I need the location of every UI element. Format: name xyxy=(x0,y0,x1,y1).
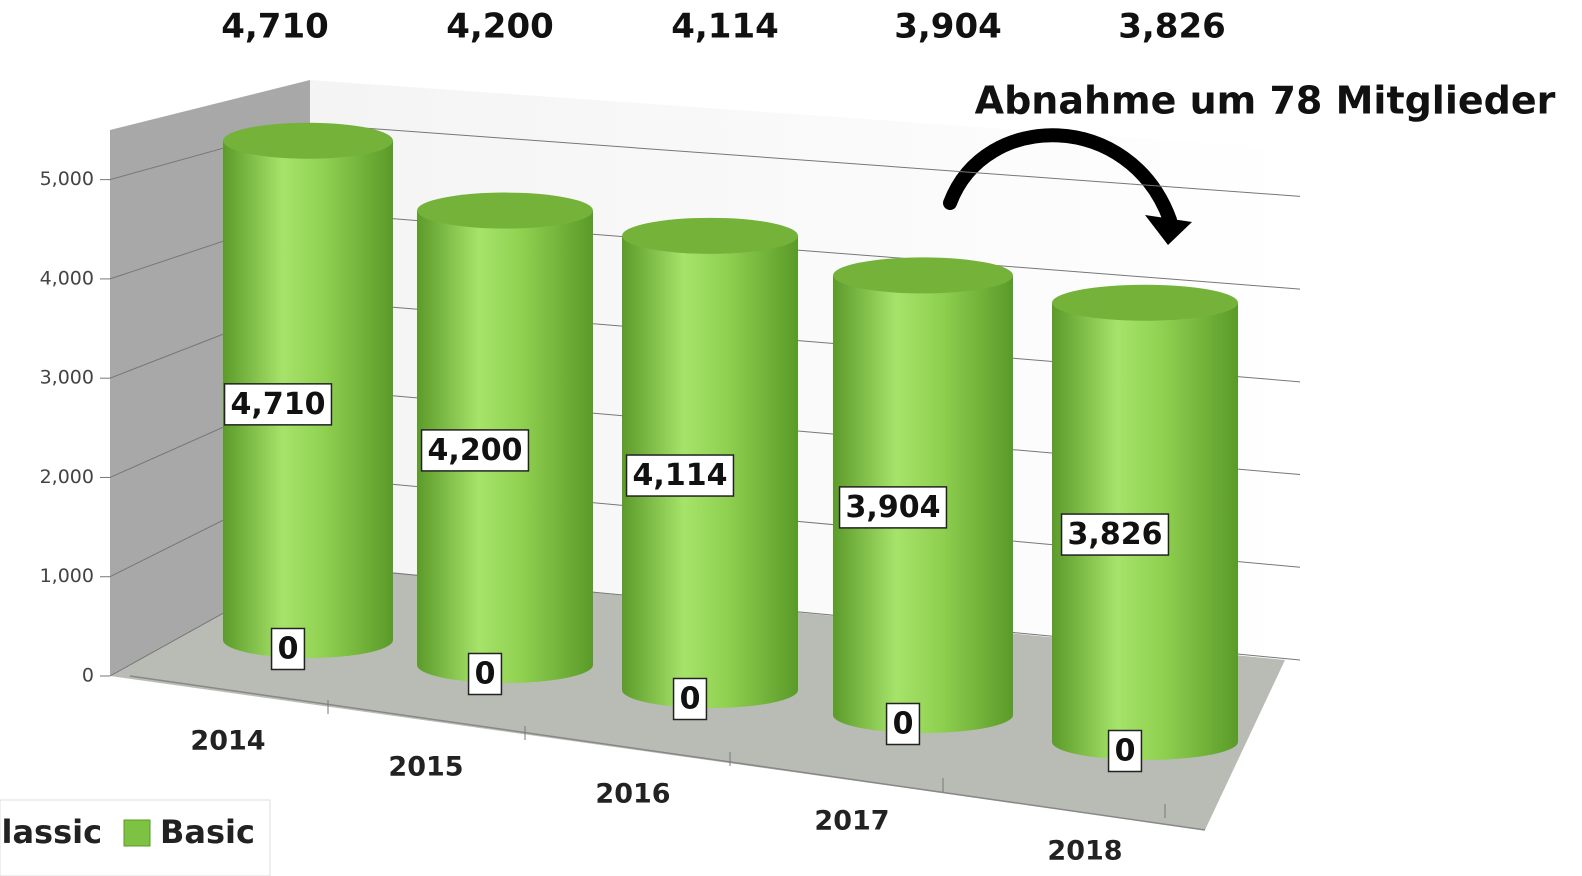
data-label-zero-text: 0 xyxy=(278,632,299,667)
data-label: 4,114 xyxy=(625,454,735,497)
data-label: 4,200 xyxy=(420,429,530,472)
total-label: 4,710 xyxy=(221,7,329,47)
data-label-text: 4,710 xyxy=(231,387,326,422)
y-tick-label: 0 xyxy=(82,665,94,687)
cylinder-top xyxy=(223,122,393,159)
data-label-zero-box xyxy=(467,652,503,696)
data-label-box xyxy=(625,454,735,497)
data-label-zero: 0 xyxy=(672,677,708,721)
data-label-zero: 0 xyxy=(270,627,306,671)
data-label: 3,826 xyxy=(1060,513,1170,556)
cylinder-top xyxy=(417,192,593,229)
y-tick-label: 2,000 xyxy=(40,466,94,488)
legend-label: Basic xyxy=(160,813,255,851)
data-label-zero-text: 0 xyxy=(475,657,496,692)
data-label-zero-text: 0 xyxy=(680,682,701,717)
data-label-box xyxy=(420,429,530,472)
legend-label: Classic xyxy=(0,813,102,851)
data-label-box xyxy=(838,486,948,529)
data-label-zero-text: 0 xyxy=(893,707,914,742)
y-tick-label: 5,000 xyxy=(40,168,94,190)
x-tick-label: 2015 xyxy=(388,752,463,783)
data-label: 3,904 xyxy=(838,486,948,529)
data-label-zero: 0 xyxy=(1107,729,1143,773)
data-label-zero: 0 xyxy=(467,652,503,696)
cylinder-top xyxy=(1052,284,1238,321)
data-label-zero-box xyxy=(885,702,921,746)
data-label-text: 3,904 xyxy=(846,490,941,525)
x-tick-label: 2016 xyxy=(595,779,670,810)
data-label-zero-text: 0 xyxy=(1115,734,1136,769)
data-label-box xyxy=(223,383,333,426)
x-tick-label: 2018 xyxy=(1047,836,1122,867)
data-label-zero-box xyxy=(270,627,306,671)
data-label-zero: 0 xyxy=(885,702,921,746)
total-label: 4,114 xyxy=(671,7,779,47)
total-label: 4,200 xyxy=(446,7,554,47)
data-label-zero-box xyxy=(672,677,708,721)
data-label-box xyxy=(1060,513,1170,556)
arrow-head xyxy=(1145,215,1192,245)
y-tick-label: 3,000 xyxy=(40,367,94,389)
data-label: 4,710 xyxy=(223,383,333,426)
data-label-text: 4,200 xyxy=(428,433,523,468)
cylinder-top xyxy=(622,217,798,254)
data-label-text: 4,114 xyxy=(633,458,728,493)
x-axis xyxy=(129,675,1206,831)
data-label-zero-box xyxy=(1107,729,1143,773)
cylinder-top xyxy=(833,257,1013,294)
y-tick-label: 1,000 xyxy=(40,565,94,587)
x-tick-label: 2017 xyxy=(814,806,889,837)
total-label: 3,904 xyxy=(894,7,1002,47)
y-tick-label: 4,000 xyxy=(40,267,94,289)
annotation-arrow xyxy=(943,128,1177,227)
annotation: Abnahme um 78 Mitglieder xyxy=(975,79,1556,123)
data-label-text: 3,826 xyxy=(1068,517,1163,552)
x-tick-label: 2014 xyxy=(190,726,265,757)
legend-swatch xyxy=(123,819,151,847)
total-label: 3,826 xyxy=(1118,7,1226,47)
